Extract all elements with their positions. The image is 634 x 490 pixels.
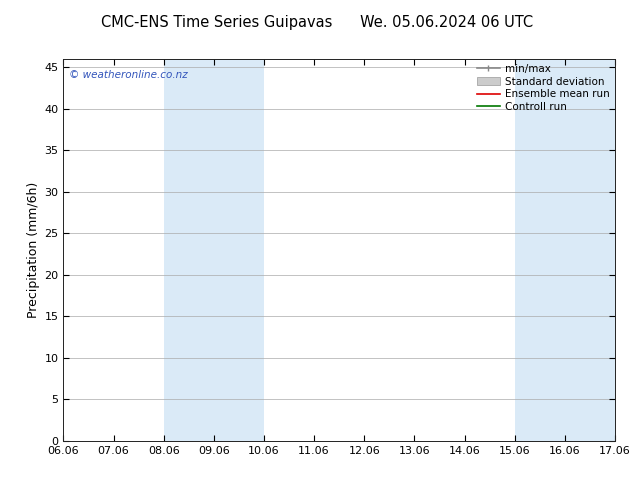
Bar	[164, 59, 264, 441]
Text: CMC-ENS Time Series Guipavas      We. 05.06.2024 06 UTC: CMC-ENS Time Series Guipavas We. 05.06.2…	[101, 15, 533, 30]
Text: © weatheronline.co.nz: © weatheronline.co.nz	[69, 70, 188, 80]
Bar	[515, 59, 615, 441]
Legend: min/max, Standard deviation, Ensemble mean run, Controll run: min/max, Standard deviation, Ensemble me…	[475, 62, 612, 114]
Y-axis label: Precipitation (mm/6h): Precipitation (mm/6h)	[27, 182, 40, 318]
